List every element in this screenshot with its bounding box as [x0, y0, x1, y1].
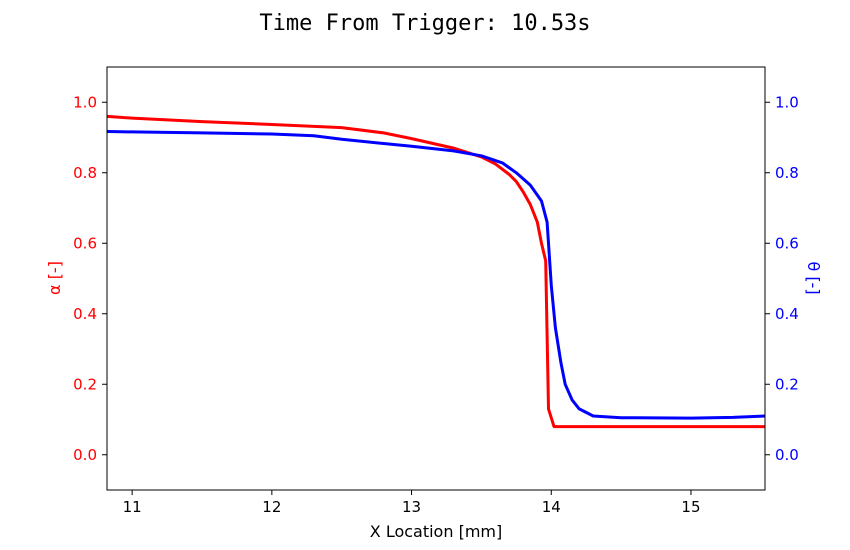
right-tick-label: 0.2	[775, 375, 799, 393]
x-axis-ticks: 11 12 13 14 15	[123, 490, 701, 516]
x-axis-label: X Location [mm]	[370, 522, 502, 541]
left-axis-label: α [-]	[45, 261, 64, 295]
left-tick-label: 1.0	[73, 93, 97, 111]
plot-frame	[106, 66, 766, 491]
right-tick-label: 0.8	[775, 164, 799, 182]
left-axis-ticks: 0.0 0.2 0.4 0.6 0.8 1.0	[73, 93, 107, 464]
right-axis-ticks: 0.0 0.2 0.4 0.6 0.8 1.0	[765, 93, 799, 464]
chart-title: Time From Trigger: 10.53s	[259, 11, 590, 36]
right-tick-label: 1.0	[775, 93, 799, 111]
x-tick-label: 11	[123, 498, 142, 516]
x-tick-label: 13	[402, 498, 421, 516]
right-tick-label: 0.6	[775, 234, 799, 252]
x-tick-label: 12	[262, 498, 281, 516]
alpha-series-line	[106, 114, 765, 429]
x-tick-label: 15	[681, 498, 700, 516]
left-tick-label: 0.0	[73, 446, 97, 464]
left-tick-label: 0.4	[73, 305, 97, 323]
right-axis-label: θ [-]	[804, 261, 823, 294]
x-tick-label: 14	[542, 498, 561, 516]
right-tick-label: 0.0	[775, 446, 799, 464]
left-tick-label: 0.6	[73, 234, 97, 252]
left-tick-label: 0.2	[73, 375, 97, 393]
plot-lines	[106, 114, 766, 429]
theta-series-line	[106, 130, 766, 420]
right-tick-label: 0.4	[775, 305, 799, 323]
left-tick-label: 0.8	[73, 164, 97, 182]
